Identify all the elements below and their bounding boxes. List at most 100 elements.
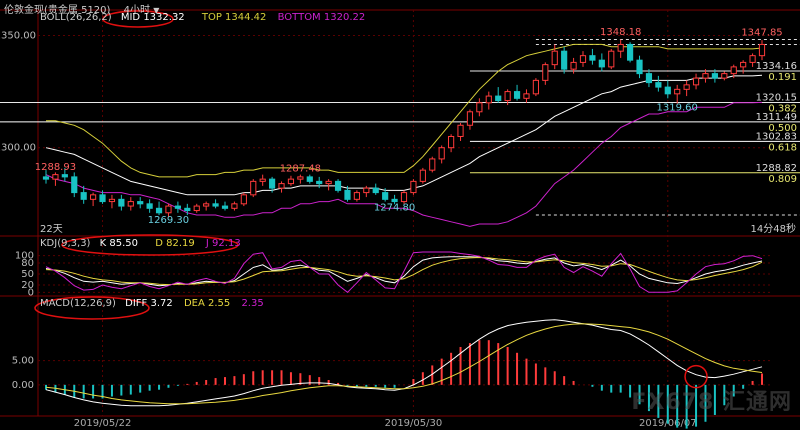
- candle-body: [504, 91, 511, 102]
- candle-body: [52, 174, 59, 180]
- boll-top-line: [46, 43, 763, 178]
- candle-body: [758, 43, 766, 57]
- boll-indicator-label[interactable]: BOLL(26,26,2): [40, 12, 112, 23]
- candle-body: [325, 180, 332, 185]
- macd-dea-line: [45, 323, 763, 405]
- candle-body: [316, 180, 323, 185]
- kdj-j-value: J 92.13: [205, 238, 241, 249]
- candle-body: [203, 203, 210, 207]
- candle-body: [259, 178, 266, 182]
- kdj-y-tick-label: 50: [21, 269, 34, 280]
- candle-body: [382, 192, 389, 200]
- fib-price-label: 1320.15: [756, 92, 797, 103]
- candle-body: [90, 194, 97, 200]
- candle-body: [457, 124, 464, 137]
- countdown-label: 14分48秒: [751, 222, 796, 235]
- period-label: 4小时: [123, 5, 150, 16]
- boll-mid-line: [45, 74, 763, 196]
- candle-body: [118, 198, 125, 207]
- candle-body: [419, 169, 426, 182]
- fib-price-label: 1334.16: [756, 61, 797, 72]
- candle-body: [740, 61, 747, 68]
- kdj-y-tick-label: 20: [21, 280, 34, 291]
- candle-body: [551, 50, 558, 66]
- candle-body: [193, 205, 200, 212]
- macd-indicator-label[interactable]: MACD(12,26,9): [40, 298, 116, 309]
- candle-body: [561, 50, 568, 70]
- candle-body: [297, 176, 304, 180]
- candle-body: [400, 192, 408, 203]
- boll-legend: BOLL(26,26,2) MID 1332.32 TOP 1344.42 BO…: [40, 12, 373, 23]
- highlight-ellipse-kdj: [61, 234, 239, 256]
- candle-body: [523, 93, 530, 99]
- price-annotation: 1347.85: [741, 27, 782, 38]
- candle-body: [608, 50, 615, 68]
- boll-bottom-value: BOTTOM 1320.22: [277, 12, 366, 23]
- price-annotation: 1269.30: [148, 215, 189, 226]
- candle-body: [683, 84, 690, 90]
- kdj-indicator-label[interactable]: KDJ(9,3,3): [40, 238, 91, 249]
- candle-body: [80, 192, 87, 200]
- candle-body: [655, 82, 662, 88]
- kdj-y-tick-label: 80: [21, 258, 34, 269]
- candle-body: [429, 158, 436, 171]
- candle-body: [721, 73, 728, 79]
- candle-body: [636, 59, 643, 75]
- candle-body: [165, 205, 172, 214]
- instrument-header: 伦敦金现(贵金属 5120) 4小时 ▼: [4, 1, 159, 16]
- candle-body: [250, 180, 257, 196]
- price-annotation: 1319.60: [657, 103, 698, 114]
- candle-body: [71, 176, 78, 194]
- candle-body: [372, 187, 379, 194]
- candle-body: [108, 198, 116, 203]
- candle-body: [127, 201, 134, 207]
- highlight-ellipse-macd: [34, 296, 150, 320]
- fib-ratio-label: 0.809: [768, 174, 797, 185]
- candle-body: [532, 79, 539, 95]
- price-annotation: 1274.80: [374, 203, 415, 214]
- fib-ratio-label: 0.382: [768, 103, 797, 114]
- kdj-y-tick-label: 0: [28, 287, 34, 298]
- candle-body: [674, 88, 681, 95]
- candle-body: [42, 176, 50, 180]
- candle-body: [570, 61, 577, 70]
- candle-body: [410, 180, 417, 194]
- candle-body: [353, 192, 360, 200]
- chevron-down-icon: ▼: [153, 6, 160, 15]
- candle-body: [278, 183, 285, 189]
- candle-body: [184, 207, 191, 212]
- candle-body: [476, 102, 483, 113]
- candle-body: [448, 135, 455, 149]
- highlight-ellipse-mid: [102, 10, 174, 28]
- candle-body: [155, 207, 163, 214]
- highlight-circle-cross: [684, 364, 708, 389]
- candle-body: [730, 66, 737, 75]
- candle-body: [438, 147, 445, 160]
- candle-body: [466, 111, 474, 126]
- candle-body: [221, 205, 229, 209]
- fib-price-label: 1302.83: [756, 131, 797, 142]
- candle-body: [513, 91, 521, 99]
- boll-top-value: TOP 1344.42: [201, 12, 267, 23]
- candle-body: [99, 194, 106, 203]
- candle-body: [344, 189, 351, 200]
- x-tick-label: 2019/05/30: [385, 418, 443, 429]
- candle-body: [61, 174, 68, 178]
- kdj-j-line: [45, 251, 763, 293]
- period-selector[interactable]: 4小时 ▼: [124, 5, 160, 16]
- kdj-k-line: [45, 256, 763, 287]
- candle-body: [306, 176, 313, 182]
- price-annotation: 1287.48: [280, 163, 321, 174]
- fib-ratio-label: 0.618: [768, 142, 797, 153]
- instrument-name: 伦敦金现(贵金属 5120): [4, 5, 111, 16]
- price-annotation: 1348.18: [600, 27, 641, 38]
- candle-body: [627, 43, 634, 61]
- kdj-d-line: [45, 256, 763, 286]
- boll-mid-value: MID 1332.32: [120, 12, 185, 23]
- fib-price-label: 1311.49: [756, 112, 797, 123]
- candle-body: [391, 198, 398, 203]
- price-y-tick-label: 1300.00: [0, 143, 36, 154]
- candle-body: [702, 73, 709, 79]
- macd-legend: MACD(12,26,9) DIFF 3.72 DEA 2.55 2.35: [40, 298, 272, 309]
